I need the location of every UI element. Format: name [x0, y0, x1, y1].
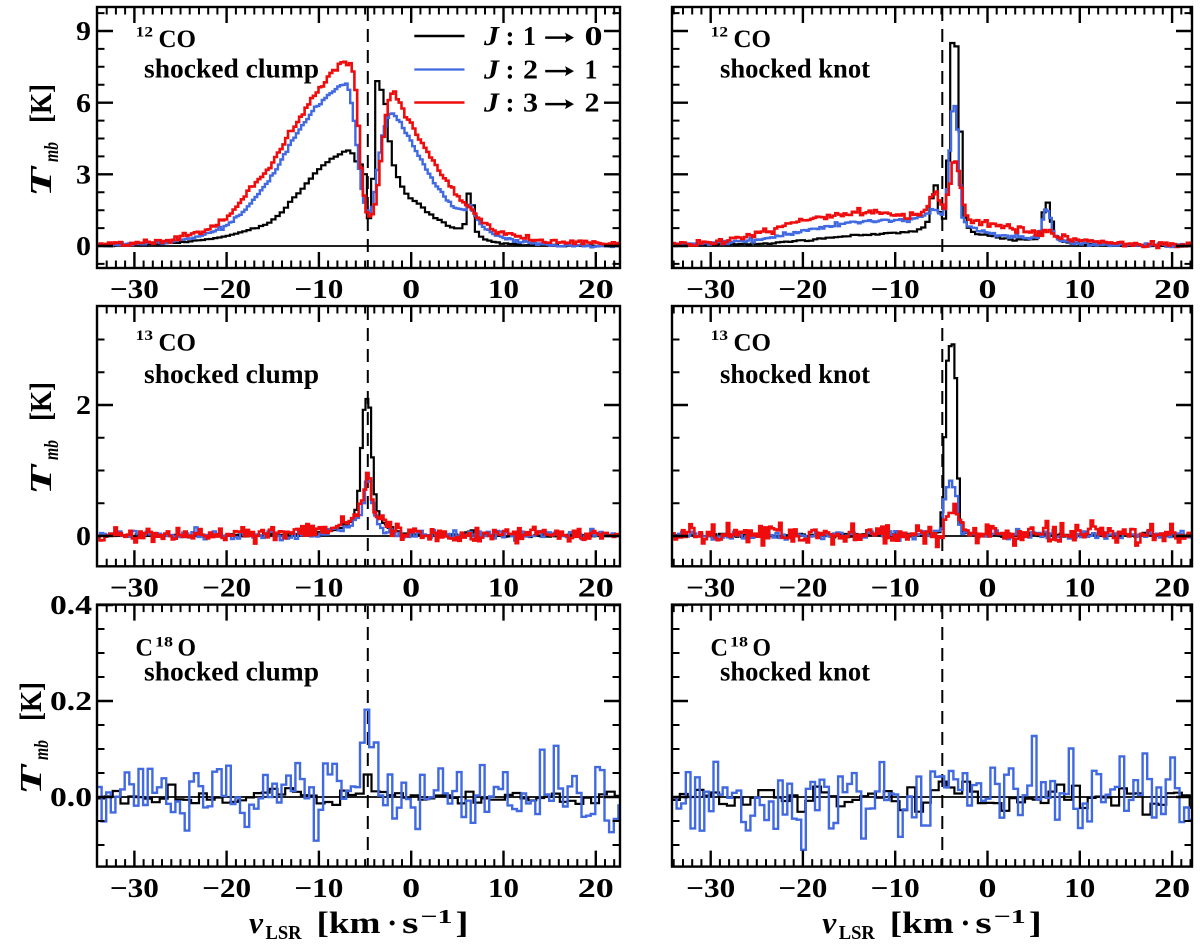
svg-text:shocked knot: shocked knot	[720, 54, 870, 84]
svg-text:2: 2	[76, 390, 91, 420]
svg-text:0: 0	[979, 274, 997, 304]
svg-text:10: 10	[1064, 873, 1095, 903]
svg-text:−20: −20	[202, 573, 251, 603]
svg-text:shocked clump: shocked clump	[144, 656, 319, 686]
svg-text:0: 0	[402, 873, 420, 903]
svg-text:0.0: 0.0	[50, 782, 92, 812]
svg-text:10: 10	[488, 573, 519, 603]
svg-text:20: 20	[578, 274, 614, 304]
svg-text:−20: −20	[202, 873, 251, 903]
svg-text:shocked knot: shocked knot	[720, 656, 870, 686]
svg-text:]: ]	[456, 905, 469, 940]
svg-text:s: s	[402, 905, 419, 940]
svg-text:−30: −30	[110, 873, 159, 903]
svg-text:0: 0	[402, 274, 420, 304]
svg-text:−10: −10	[871, 274, 920, 304]
svg-text:−30: −30	[110, 573, 159, 603]
svg-text:−10: −10	[871, 573, 920, 603]
svg-text:shocked clump: shocked clump	[144, 54, 319, 84]
svg-text:−1: −1	[421, 906, 453, 928]
svg-text:−30: −30	[686, 873, 735, 903]
svg-text:−30: −30	[110, 274, 159, 304]
svg-text:]: ]	[1029, 905, 1042, 940]
svg-text:0: 0	[979, 573, 997, 603]
svg-text:−10: −10	[871, 873, 920, 903]
svg-text:−10: −10	[294, 274, 343, 304]
svg-text:−20: −20	[778, 573, 827, 603]
svg-text:10: 10	[488, 274, 519, 304]
svg-text:J:32: J:32	[483, 88, 600, 118]
svg-text:10: 10	[1064, 573, 1095, 603]
svg-text:0.2: 0.2	[50, 686, 92, 716]
svg-text:20: 20	[578, 573, 614, 603]
svg-text:v: v	[249, 905, 264, 940]
svg-text:−20: −20	[778, 873, 827, 903]
svg-text:−1: −1	[994, 906, 1026, 928]
svg-text:−30: −30	[686, 573, 735, 603]
svg-text:0: 0	[76, 231, 91, 261]
svg-text:−10: −10	[294, 873, 343, 903]
svg-text:20: 20	[1154, 274, 1190, 304]
svg-text:10: 10	[1064, 274, 1095, 304]
svg-text:−20: −20	[778, 274, 827, 304]
svg-text:10: 10	[488, 873, 519, 903]
svg-text:v: v	[822, 905, 837, 940]
svg-text:3: 3	[76, 160, 91, 190]
svg-text:shocked knot: shocked knot	[720, 359, 870, 389]
svg-text:LSR: LSR	[266, 922, 303, 944]
svg-text:LSR: LSR	[839, 922, 876, 944]
svg-text:20: 20	[1154, 873, 1190, 903]
svg-text:0.4: 0.4	[50, 590, 92, 620]
svg-text:−20: −20	[202, 274, 251, 304]
svg-text:[km: [km	[317, 905, 381, 940]
svg-text:6: 6	[76, 88, 91, 118]
svg-text:·: ·	[960, 905, 970, 940]
svg-text:Tmb[K]: Tmb[K]	[23, 382, 63, 495]
svg-text:J:21: J:21	[483, 55, 598, 85]
svg-text:0: 0	[76, 521, 91, 551]
svg-text:Tmb[K]: Tmb[K]	[23, 84, 63, 197]
svg-text:0: 0	[979, 873, 997, 903]
svg-text:[km: [km	[890, 905, 954, 940]
svg-text:Tmb[K]: Tmb[K]	[13, 682, 53, 795]
svg-text:9: 9	[76, 16, 91, 46]
svg-text:s: s	[975, 905, 992, 940]
svg-text:20: 20	[578, 873, 614, 903]
svg-text:−30: −30	[686, 274, 735, 304]
svg-text:0: 0	[402, 573, 420, 603]
svg-text:shocked clump: shocked clump	[144, 359, 319, 389]
svg-text:J:10: J:10	[483, 21, 603, 51]
svg-text:20: 20	[1154, 573, 1190, 603]
svg-text:·: ·	[387, 905, 397, 940]
svg-text:−10: −10	[294, 573, 343, 603]
